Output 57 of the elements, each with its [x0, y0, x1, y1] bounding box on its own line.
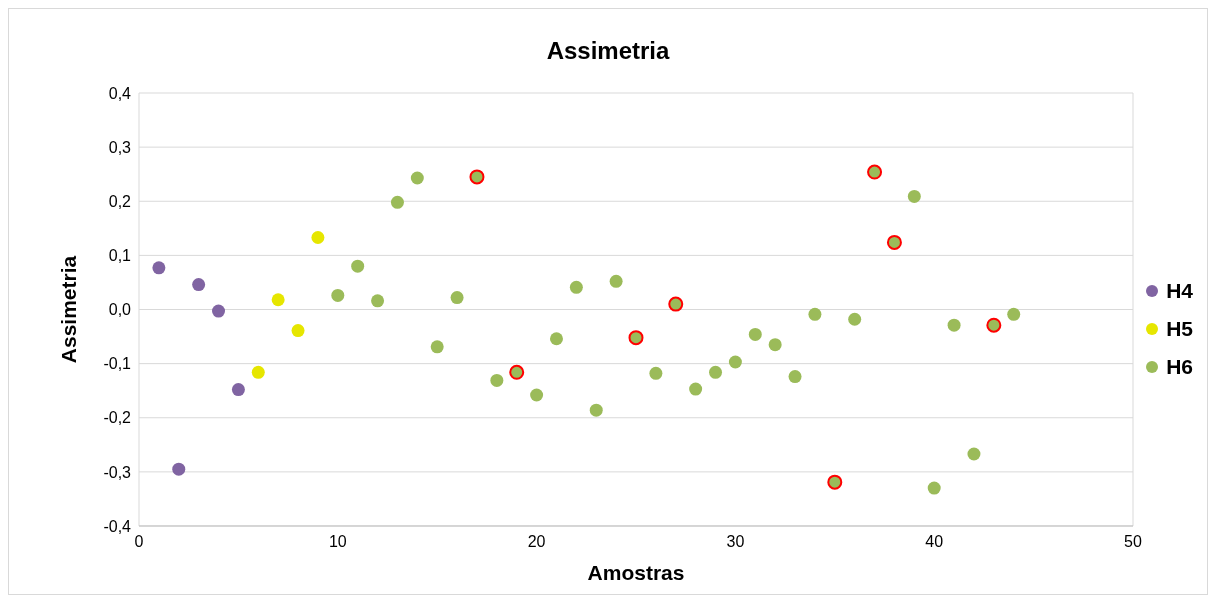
legend-label: H4 — [1166, 279, 1193, 303]
point — [172, 462, 186, 476]
x-tick-label: 10 — [328, 533, 347, 551]
point — [212, 304, 226, 318]
point — [152, 261, 166, 275]
point — [748, 327, 762, 341]
point — [371, 294, 385, 308]
chart-title: Assimetria — [545, 37, 671, 65]
point — [768, 338, 782, 352]
y-tick-label: -0,3 — [103, 463, 132, 481]
point — [609, 274, 623, 288]
x-axis-title: Amostras — [587, 561, 685, 584]
point — [490, 373, 504, 387]
point — [728, 355, 742, 369]
point — [808, 307, 822, 321]
legend-label: H5 — [1166, 317, 1193, 341]
y-tick-label: -0,1 — [103, 355, 132, 373]
point — [231, 383, 245, 397]
point — [450, 291, 464, 305]
point — [271, 293, 285, 307]
point — [927, 481, 941, 495]
y-tick-label: 0,4 — [108, 84, 132, 102]
point — [689, 382, 703, 396]
point — [907, 189, 921, 203]
point — [589, 403, 603, 417]
y-tick-label: 0,1 — [108, 247, 132, 265]
x-tick-label: 0 — [134, 533, 144, 551]
point — [410, 171, 424, 185]
point — [967, 447, 981, 461]
point — [649, 366, 663, 380]
point — [549, 332, 563, 346]
point — [351, 259, 365, 273]
y-tick-label: 0,2 — [108, 192, 132, 210]
point — [251, 365, 265, 379]
x-tick-label: 40 — [925, 533, 944, 551]
point — [291, 324, 305, 338]
point — [1007, 307, 1021, 321]
y-tick-label: 0,3 — [108, 138, 132, 156]
point — [192, 278, 206, 292]
y-axis-title: Assimetria — [57, 255, 81, 364]
x-tick-label: 50 — [1124, 533, 1142, 551]
x-tick-label: 30 — [726, 533, 745, 551]
point — [848, 312, 862, 326]
y-tick-label: -0,2 — [103, 409, 132, 427]
point — [390, 195, 404, 209]
point — [430, 340, 444, 354]
point — [331, 288, 345, 302]
legend-label: H6 — [1166, 355, 1193, 379]
point — [947, 318, 961, 332]
x-tick-label: 20 — [527, 533, 546, 551]
point — [709, 365, 723, 379]
point — [788, 370, 802, 384]
point — [530, 388, 544, 402]
y-tick-label: -0,4 — [103, 517, 132, 535]
point — [569, 280, 583, 294]
y-tick-label: 0,0 — [108, 301, 132, 319]
point — [311, 231, 325, 245]
